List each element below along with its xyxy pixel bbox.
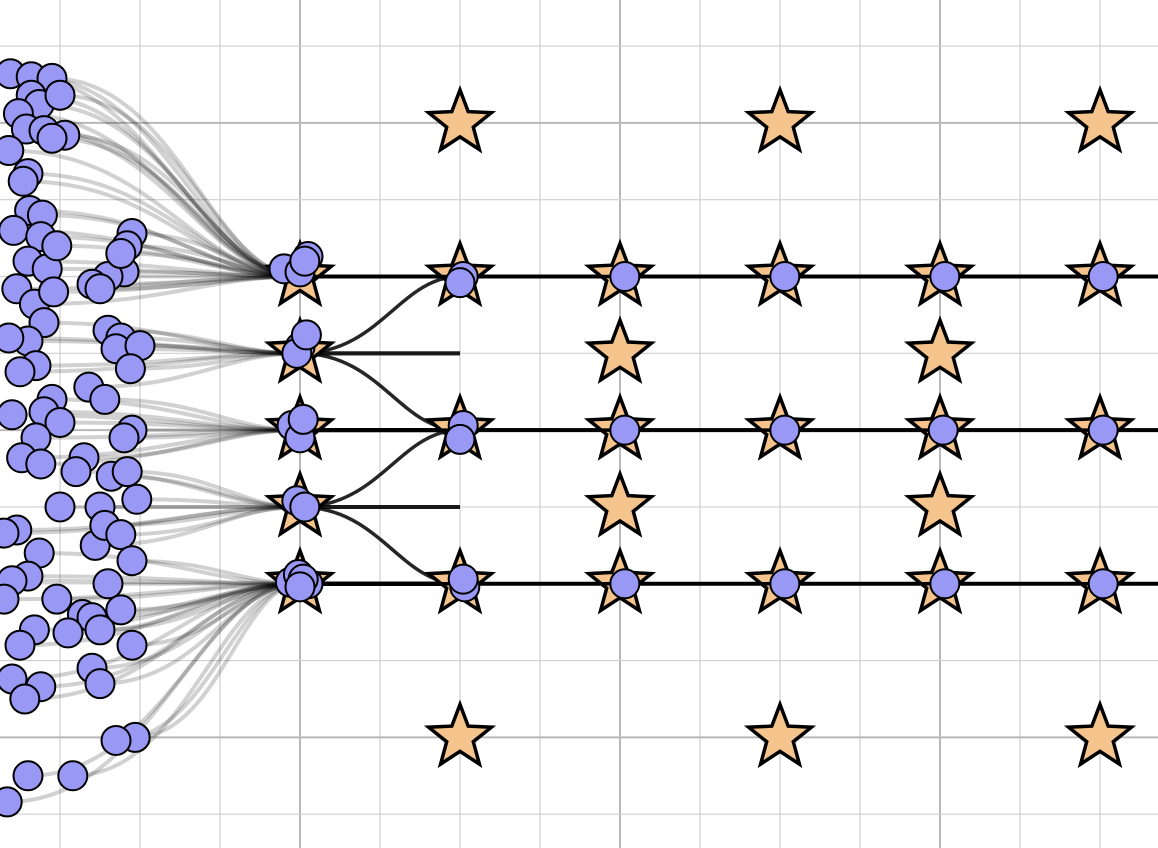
trajectory [8,335,460,356]
star-marker [743,84,817,154]
star-marker [903,469,977,538]
particle [114,353,146,385]
particle [1087,568,1119,600]
particle [41,230,73,262]
particle [84,668,116,700]
trajectory [95,504,460,548]
trajectory-branch [299,428,556,509]
particle [1087,414,1119,446]
particle [284,571,316,603]
particle [289,245,321,277]
particle [41,583,73,615]
particle [289,491,321,523]
trajectory [16,504,460,532]
particle [769,414,801,446]
star-marker [743,699,817,769]
particle [4,356,36,388]
star-marker [903,315,977,384]
particle [57,760,89,792]
trajectory [99,581,460,686]
particle [105,237,137,269]
trajectory-branch [299,274,556,356]
particle [84,614,116,646]
star-marker [583,469,657,538]
particle [287,403,319,435]
particle [444,423,476,455]
particle [609,261,641,293]
particle [609,414,641,446]
trajectory [7,581,460,804]
star-marker [1063,84,1137,154]
trajectory [3,504,460,536]
particle [0,135,25,167]
particle [4,629,36,661]
particle [0,322,25,354]
particle [111,456,143,488]
particle [0,214,30,246]
trajectory [11,581,460,682]
particle [447,563,479,595]
particle [0,786,23,818]
particle [769,261,801,293]
particle [0,399,28,431]
particle [929,261,961,293]
particle [60,456,92,488]
particle [290,319,322,351]
particle [44,491,76,523]
particle [105,519,137,551]
particle [927,414,959,446]
particle [105,594,137,626]
particle [0,517,20,549]
particle [0,583,20,615]
particle [100,724,132,756]
particle [609,568,641,600]
particle [444,267,476,299]
particle [9,683,41,715]
star-marker [583,315,657,384]
particle [38,276,70,308]
particle [12,760,44,792]
particle [25,448,57,480]
particle [52,617,84,649]
trajectory [19,351,460,374]
particle [92,568,124,600]
particle [108,422,140,454]
particle [36,122,68,154]
star-marker [423,84,497,154]
particle [116,629,148,661]
particle [116,545,148,577]
particle [84,273,116,305]
particle [121,483,153,515]
particle [1087,261,1119,293]
particle [44,406,76,438]
particle [929,568,961,600]
particle [769,568,801,600]
particle [44,79,76,111]
particle [89,383,121,415]
star-marker [1063,699,1137,769]
particle [7,165,39,197]
star-marker [423,699,497,769]
